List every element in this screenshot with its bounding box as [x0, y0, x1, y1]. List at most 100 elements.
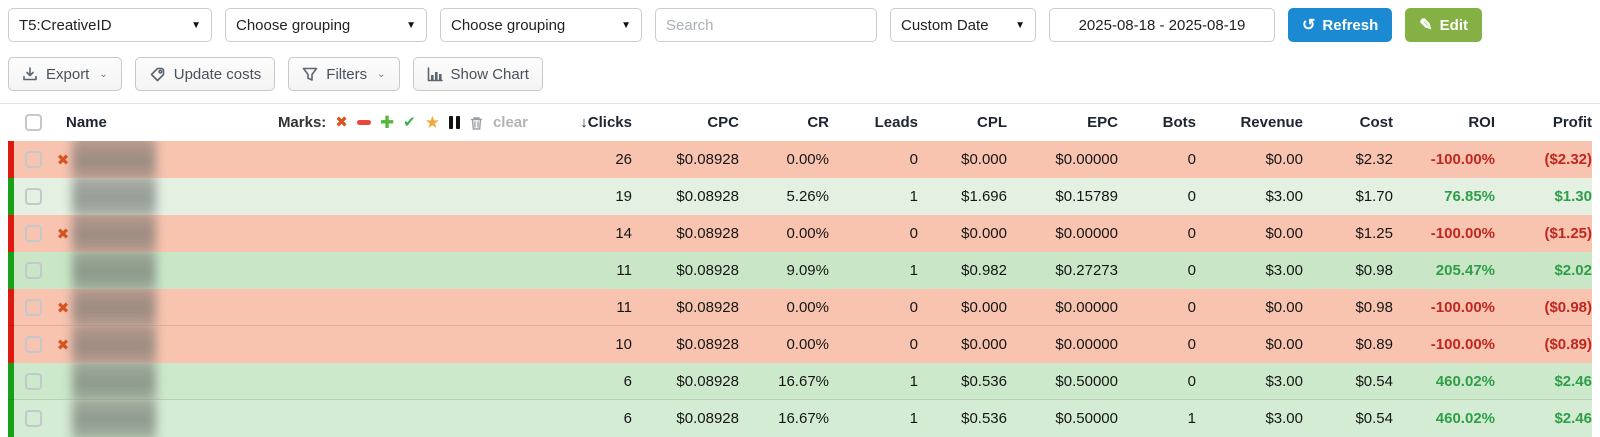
bar-chart-icon	[427, 66, 443, 81]
chevron-down-icon: ⌄	[99, 68, 108, 80]
cell-clicks: 14	[615, 225, 632, 242]
cell-cpl: $0.982	[961, 262, 1007, 279]
row-name-blurred[interactable]	[72, 252, 156, 289]
row-checkbox[interactable]	[24, 299, 42, 316]
action-toolbar: Export ⌄ Update costs Filters ⌄ Show Cha…	[0, 42, 1600, 91]
table-row: ✖ 6 $0.08928 16.67% 1 $0.536 $0.50000 1 …	[8, 400, 1592, 437]
chevron-down-icon: ⌄	[377, 68, 386, 80]
table-body: ✖ 26 $0.08928 0.00% 0 $0.000 $0.00000 0 …	[0, 141, 1600, 437]
cell-profit: $2.46	[1554, 410, 1592, 427]
cell-leads: 1	[909, 188, 918, 205]
row-name-blurred[interactable]	[72, 215, 156, 252]
date-preset-value: Custom Date	[901, 16, 989, 34]
cell-cr: 16.67%	[778, 373, 829, 390]
column-header-roi[interactable]: ROI	[1468, 114, 1495, 131]
date-preset-select[interactable]: Custom Date ▼	[890, 8, 1036, 42]
filters-button[interactable]: Filters ⌄	[288, 57, 400, 91]
cell-cpc: $0.08928	[676, 336, 739, 353]
cell-cost: $1.25	[1355, 225, 1393, 242]
search-input[interactable]	[655, 8, 877, 42]
column-header-profit[interactable]: Profit	[1552, 114, 1592, 131]
cell-revenue: $3.00	[1265, 410, 1303, 427]
row-name-blurred[interactable]	[72, 289, 156, 326]
cell-cpc: $0.08928	[676, 262, 739, 279]
mark-pause-icon[interactable]	[448, 116, 460, 129]
cell-cr: 0.00%	[786, 336, 829, 353]
chevron-down-icon: ▼	[621, 19, 631, 31]
column-header-bots[interactable]: Bots	[1162, 114, 1196, 131]
marks-label: Marks:	[277, 114, 327, 131]
cell-roi: -100.00%	[1430, 336, 1495, 353]
mark-x-icon[interactable]: ✖	[335, 114, 348, 131]
cell-cpc: $0.08928	[676, 299, 739, 316]
select-all-checkbox[interactable]	[24, 114, 42, 131]
table-row: ✖ 14 $0.08928 0.00% 0 $0.000 $0.00000 0 …	[8, 215, 1592, 252]
cell-cr: 9.09%	[786, 262, 829, 279]
cell-bots: 0	[1187, 336, 1196, 353]
row-checkbox[interactable]	[24, 188, 42, 205]
cell-leads: 1	[909, 262, 918, 279]
column-header-clicks[interactable]: ↓Clicks	[580, 114, 632, 131]
cell-clicks: 26	[615, 151, 632, 168]
row-mark-x-icon: ✖	[56, 151, 70, 169]
column-header-revenue[interactable]: Revenue	[1240, 114, 1303, 131]
column-header-cpc[interactable]: CPC	[707, 114, 739, 131]
row-checkbox[interactable]	[24, 336, 42, 353]
show-chart-button[interactable]: Show Chart	[412, 57, 543, 91]
mark-plus-icon[interactable]: ✚	[379, 113, 395, 132]
cell-epc: $0.50000	[1055, 373, 1118, 390]
export-button[interactable]: Export ⌄	[8, 57, 122, 91]
column-header-leads[interactable]: Leads	[874, 114, 918, 131]
grouping-select-3[interactable]: Choose grouping ▼	[440, 8, 642, 42]
cell-cpc: $0.08928	[676, 373, 739, 390]
row-name-blurred[interactable]	[72, 141, 156, 178]
cell-leads: 0	[909, 151, 918, 168]
cell-cost: $0.89	[1355, 336, 1393, 353]
grouping-select-2[interactable]: Choose grouping ▼	[225, 8, 427, 42]
tag-icon	[150, 67, 165, 81]
update-costs-button[interactable]: Update costs	[134, 57, 276, 91]
refresh-button[interactable]: ↺ Refresh	[1288, 8, 1393, 42]
row-name-blurred[interactable]	[72, 363, 156, 400]
column-header-cr[interactable]: CR	[807, 114, 829, 131]
mark-star-icon[interactable]: ★	[424, 113, 440, 132]
cell-clicks: 11	[616, 299, 632, 316]
funnel-icon	[302, 67, 318, 81]
row-checkbox[interactable]	[24, 151, 42, 168]
row-checkbox[interactable]	[24, 262, 42, 279]
pencil-icon: ✎	[1419, 17, 1433, 34]
chevron-down-icon: ▼	[1015, 19, 1025, 31]
row-name-blurred[interactable]	[72, 400, 156, 437]
grouping-select-1[interactable]: T5:CreativeID ▼	[8, 8, 212, 42]
marks-clear-button[interactable]: clear	[492, 114, 528, 131]
mark-check-icon[interactable]: ✔	[403, 114, 416, 131]
cell-clicks: 6	[623, 410, 632, 427]
cell-roi: -100.00%	[1430, 225, 1495, 242]
date-range-input[interactable]	[1049, 8, 1275, 42]
row-checkbox[interactable]	[24, 373, 42, 390]
column-header-cost[interactable]: Cost	[1359, 114, 1393, 131]
cell-cpl: $0.536	[961, 373, 1007, 390]
cell-cpc: $0.08928	[676, 225, 739, 242]
marks-toolbar: Marks: ✖ ✚ ✔ ★ clear	[278, 114, 528, 131]
cell-roi: 205.47%	[1435, 262, 1495, 279]
cell-bots: 0	[1187, 225, 1196, 242]
cell-cost: $0.98	[1355, 262, 1393, 279]
row-name-blurred[interactable]	[72, 178, 156, 215]
row-checkbox[interactable]	[24, 225, 42, 242]
mark-minus-icon[interactable]	[356, 120, 371, 125]
cell-bots: 0	[1187, 299, 1196, 316]
edit-button[interactable]: ✎ Edit	[1405, 8, 1483, 42]
row-checkbox[interactable]	[24, 410, 42, 427]
column-header-epc[interactable]: EPC	[1087, 114, 1118, 131]
column-header-cpl[interactable]: CPL	[977, 114, 1007, 131]
trash-icon[interactable]	[469, 115, 484, 131]
column-header-name[interactable]: Name	[66, 114, 107, 131]
row-name-blurred[interactable]	[72, 326, 156, 363]
cell-cost: $1.70	[1355, 188, 1393, 205]
cell-cpl: $0.000	[961, 225, 1007, 242]
cell-clicks: 6	[623, 373, 632, 390]
cell-revenue: $3.00	[1265, 373, 1303, 390]
cell-epc: $0.27273	[1055, 262, 1118, 279]
update-costs-button-label: Update costs	[173, 65, 262, 83]
